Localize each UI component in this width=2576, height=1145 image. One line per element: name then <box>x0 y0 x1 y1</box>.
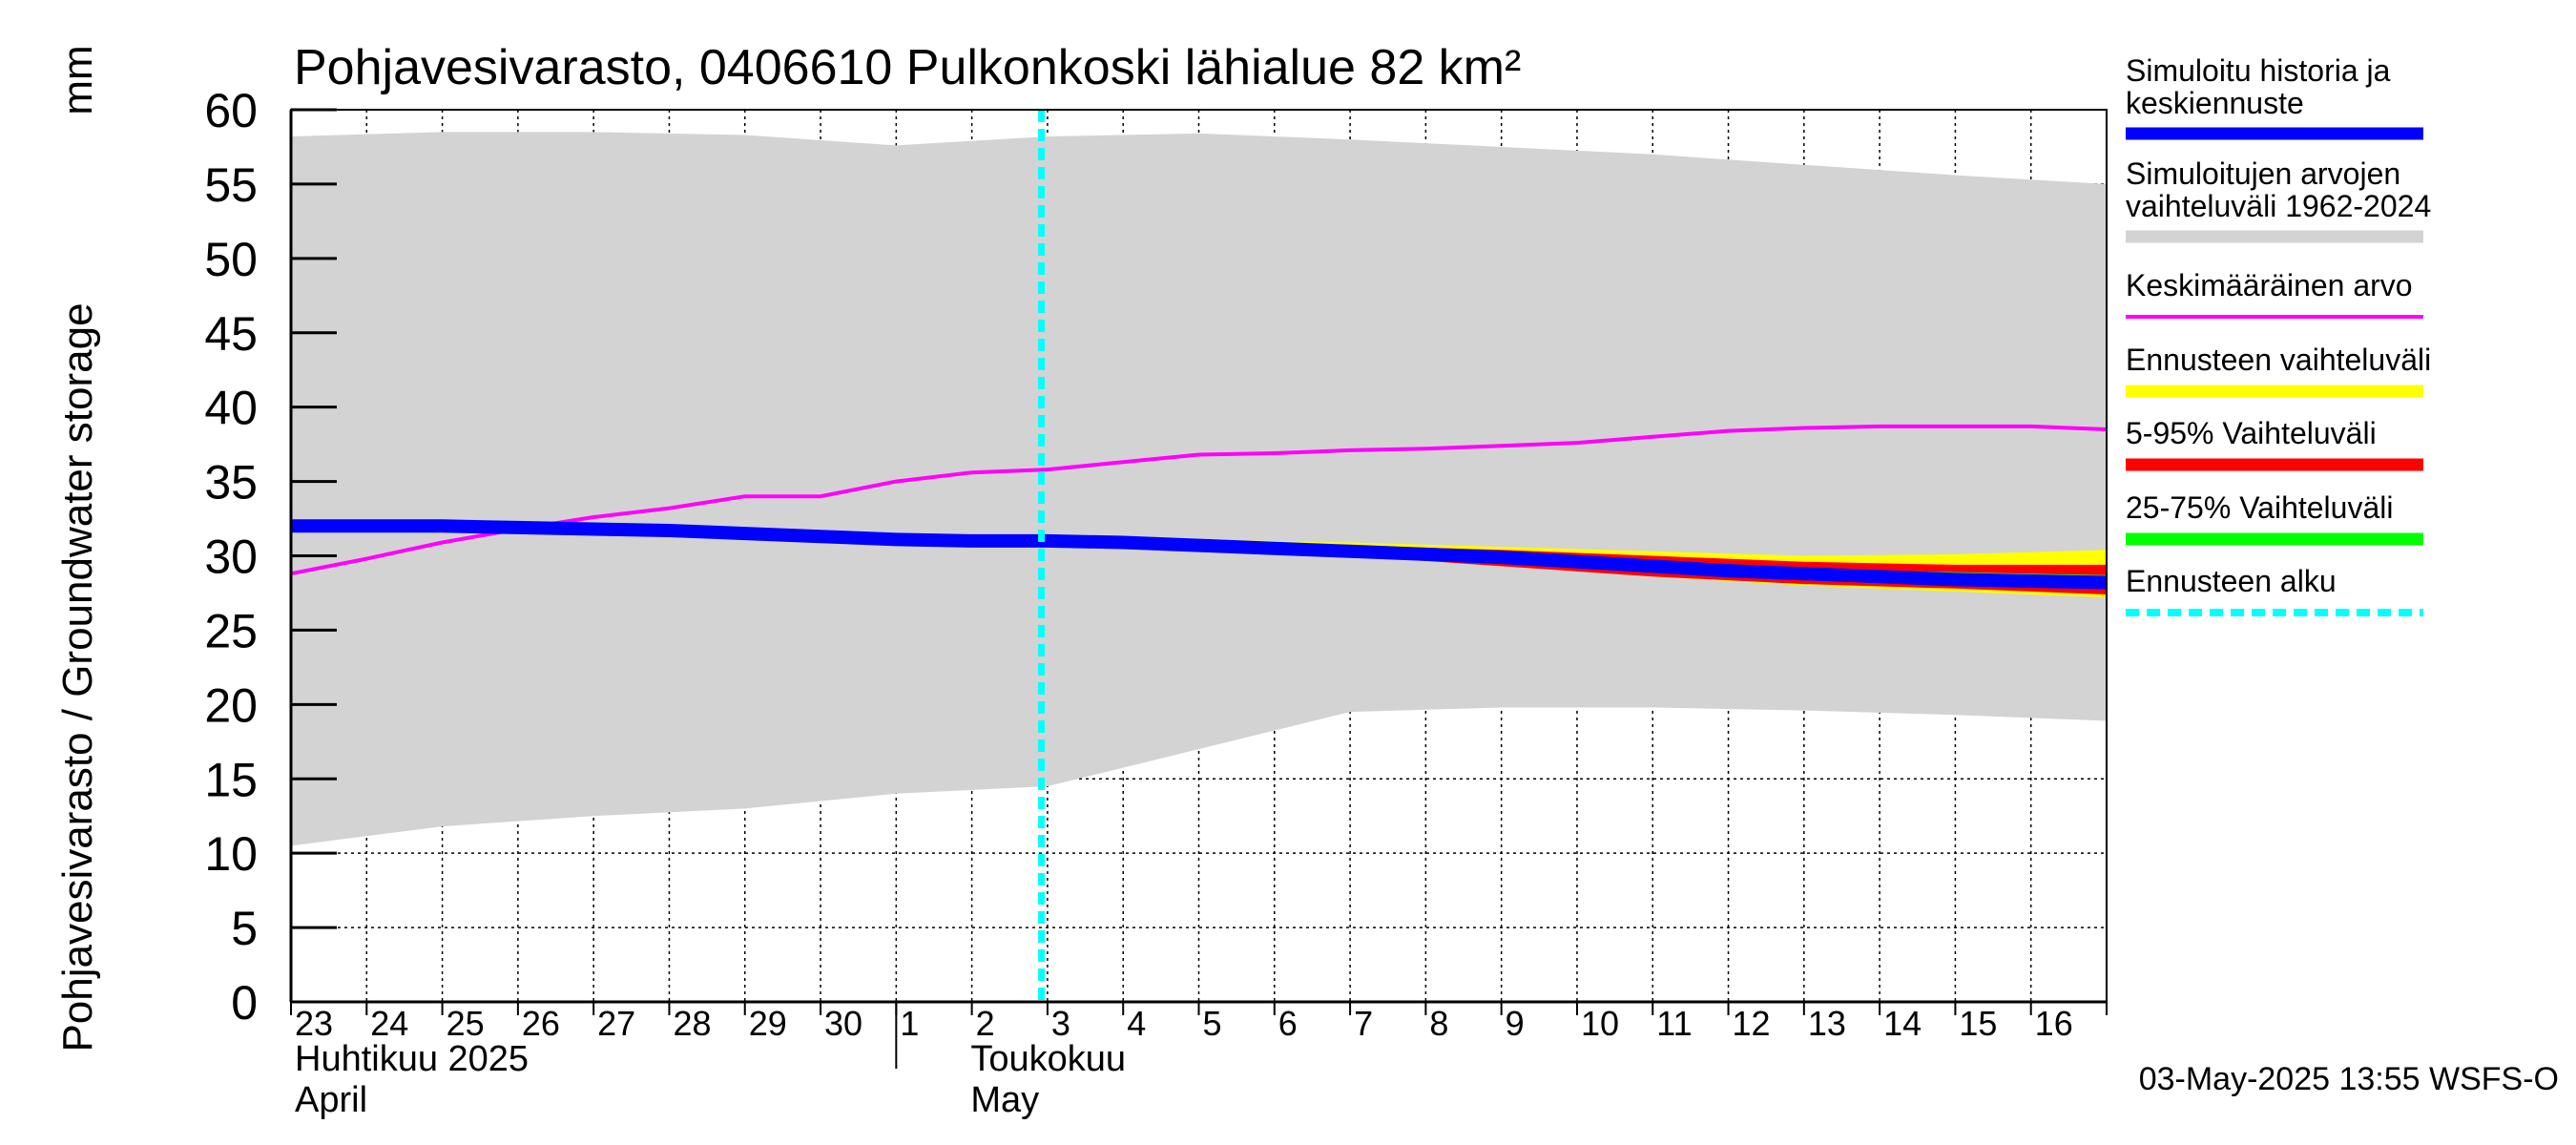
line-keskim-r-inen-arvo <box>290 424 2108 576</box>
legend-label: Ennusteen alku <box>2126 564 2337 598</box>
legend-label-line: vaihteluväli 1962-2024 <box>2126 189 2431 223</box>
timestamp-footer: 03-May-2025 13:55 WSFS-O <box>2139 1061 2559 1097</box>
plot-area <box>290 109 2108 1002</box>
y-axis-label: Pohjavesivarasto / Groundwater storage <box>54 302 101 1051</box>
y-tick-label: 60 <box>204 84 258 137</box>
legend-entry: Simuloitu historia ja keskiennuste <box>2126 53 2423 140</box>
legend-label-line: Simuloitu historia ja <box>2126 53 2391 88</box>
legend-entry: Ennusteen vaihteluväli <box>2126 343 2431 398</box>
legend-label: Simuloitujen arvojen vaihteluväli 1962-20… <box>2126 156 2431 223</box>
chart-title: Pohjavesivarasto, 0406610 Pulkonkoski lä… <box>294 40 1521 95</box>
y-tick-label: 10 <box>204 827 258 881</box>
legend-label-line: keskiennuste <box>2126 86 2304 120</box>
legend-label: Keskimääräinen arvo <box>2126 268 2413 302</box>
legend: Simuloitu historia ja keskiennusteSimuloi… <box>2126 53 2431 616</box>
y-axis-unit: mm <box>54 45 101 114</box>
month-label-fi: Huhtikuu 2025 <box>295 1039 529 1079</box>
legend-label: 25-75% Vaihteluväli <box>2126 490 2393 525</box>
legend-label: Ennusteen vaihteluväli <box>2126 343 2431 377</box>
band-simuloitujen-arvojen-vaihteluv-li-1962-2024 <box>291 132 2107 846</box>
month-label-en: April <box>295 1080 367 1120</box>
x-tick-label: 12 <box>1733 1004 1771 1043</box>
x-tick-label: 13 <box>1808 1004 1846 1043</box>
x-tick-label: 15 <box>1959 1004 1997 1043</box>
legend-label: 5-95% Vaihteluväli <box>2126 416 2377 450</box>
y-tick-label: 30 <box>204 531 258 584</box>
y-tick-label: 5 <box>231 902 258 955</box>
legend-entry: 25-75% Vaihteluväli <box>2126 490 2423 546</box>
x-tick-label: 28 <box>673 1004 711 1043</box>
x-tick-label: 11 <box>1656 1004 1692 1043</box>
y-tick-label: 40 <box>204 382 258 435</box>
y-tick-label: 50 <box>204 233 258 286</box>
legend-label-line: Simuloitujen arvojen <box>2126 156 2400 191</box>
x-tick-label: 4 <box>1127 1004 1146 1043</box>
x-tick-label: 9 <box>1506 1004 1525 1043</box>
x-tick-label: 16 <box>2035 1004 2073 1043</box>
month-label-fi: Toukokuu <box>970 1039 1126 1079</box>
x-tick-label: 14 <box>1883 1004 1922 1043</box>
legend-entry: 5-95% Vaihteluväli <box>2126 416 2423 471</box>
y-axis-label-group: Pohjavesivarasto / Groundwater storage m… <box>54 45 101 1051</box>
x-tick-label: 30 <box>824 1004 862 1043</box>
x-tick-label: 24 <box>370 1004 408 1043</box>
x-tick-label: 5 <box>1203 1004 1222 1043</box>
y-tick-label: 25 <box>204 604 258 657</box>
x-tick-label: 3 <box>1051 1004 1070 1043</box>
legend-label: Simuloitu historia ja keskiennuste <box>2126 53 2391 120</box>
legend-entry: Ennusteen alku <box>2126 564 2423 616</box>
y-tick-label: 45 <box>204 307 258 361</box>
x-tick-label: 6 <box>1278 1004 1298 1043</box>
line-simuloitu-historia-ja-keskiennuste <box>291 519 2108 590</box>
legend-entry: Keskimääräinen arvo <box>2126 268 2423 319</box>
y-tick-label: 15 <box>204 753 258 806</box>
y-tick-label: 55 <box>204 158 258 212</box>
x-tick-label: 26 <box>522 1004 560 1043</box>
x-tick-label: 1 <box>900 1004 919 1043</box>
y-tick-label: 35 <box>204 456 258 510</box>
x-tick-label: 23 <box>295 1004 333 1043</box>
y-tick-label: 0 <box>231 976 258 1030</box>
y-tick-label: 20 <box>204 678 258 732</box>
legend-entry: Simuloitujen arvojen vaihteluväli 1962-20… <box>2126 156 2431 243</box>
x-tick-label: 25 <box>447 1004 485 1043</box>
x-tick-label: 2 <box>976 1004 995 1043</box>
x-tick-label: 10 <box>1581 1004 1619 1043</box>
x-tick-label: 27 <box>597 1004 635 1043</box>
month-label-en: May <box>970 1080 1039 1120</box>
x-tick-label: 7 <box>1354 1004 1373 1043</box>
x-tick-label: 8 <box>1429 1004 1448 1043</box>
x-tick-label: 29 <box>749 1004 787 1043</box>
